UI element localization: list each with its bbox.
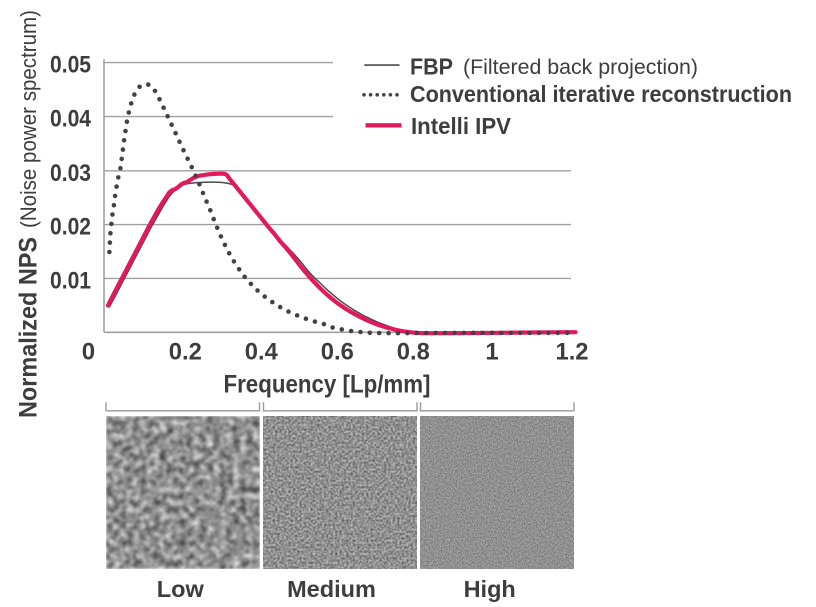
svg-text:0: 0 bbox=[82, 339, 95, 366]
svg-text:FBP: FBP bbox=[410, 54, 453, 80]
svg-text:(Noise power spectrum): (Noise power spectrum) bbox=[16, 10, 41, 228]
svg-text:Intelli IPV: Intelli IPV bbox=[411, 113, 512, 139]
svg-text:Normalized NPS: Normalized NPS bbox=[15, 237, 43, 418]
svg-text:(Filtered back projection): (Filtered back projection) bbox=[463, 56, 698, 79]
svg-text:1.2: 1.2 bbox=[556, 339, 589, 366]
svg-text:0.02: 0.02 bbox=[50, 214, 91, 241]
svg-text:0.05: 0.05 bbox=[50, 52, 91, 79]
svg-text:0.03: 0.03 bbox=[50, 160, 91, 187]
svg-text:0.8: 0.8 bbox=[397, 339, 430, 366]
svg-text:Conventional iterative reconst: Conventional iterative reconstruction bbox=[410, 81, 792, 107]
svg-text:0.6: 0.6 bbox=[321, 339, 354, 366]
svg-text:Medium: Medium bbox=[287, 576, 376, 602]
svg-text:Low: Low bbox=[157, 576, 205, 602]
svg-text:0.01: 0.01 bbox=[50, 267, 91, 294]
svg-text:0.4: 0.4 bbox=[245, 339, 279, 366]
svg-text:High: High bbox=[464, 576, 516, 602]
svg-text:1: 1 bbox=[485, 339, 498, 366]
svg-text:0.04: 0.04 bbox=[50, 106, 92, 133]
svg-text:Frequency [Lp/mm]: Frequency [Lp/mm] bbox=[224, 370, 431, 398]
svg-text:0.2: 0.2 bbox=[169, 339, 202, 366]
